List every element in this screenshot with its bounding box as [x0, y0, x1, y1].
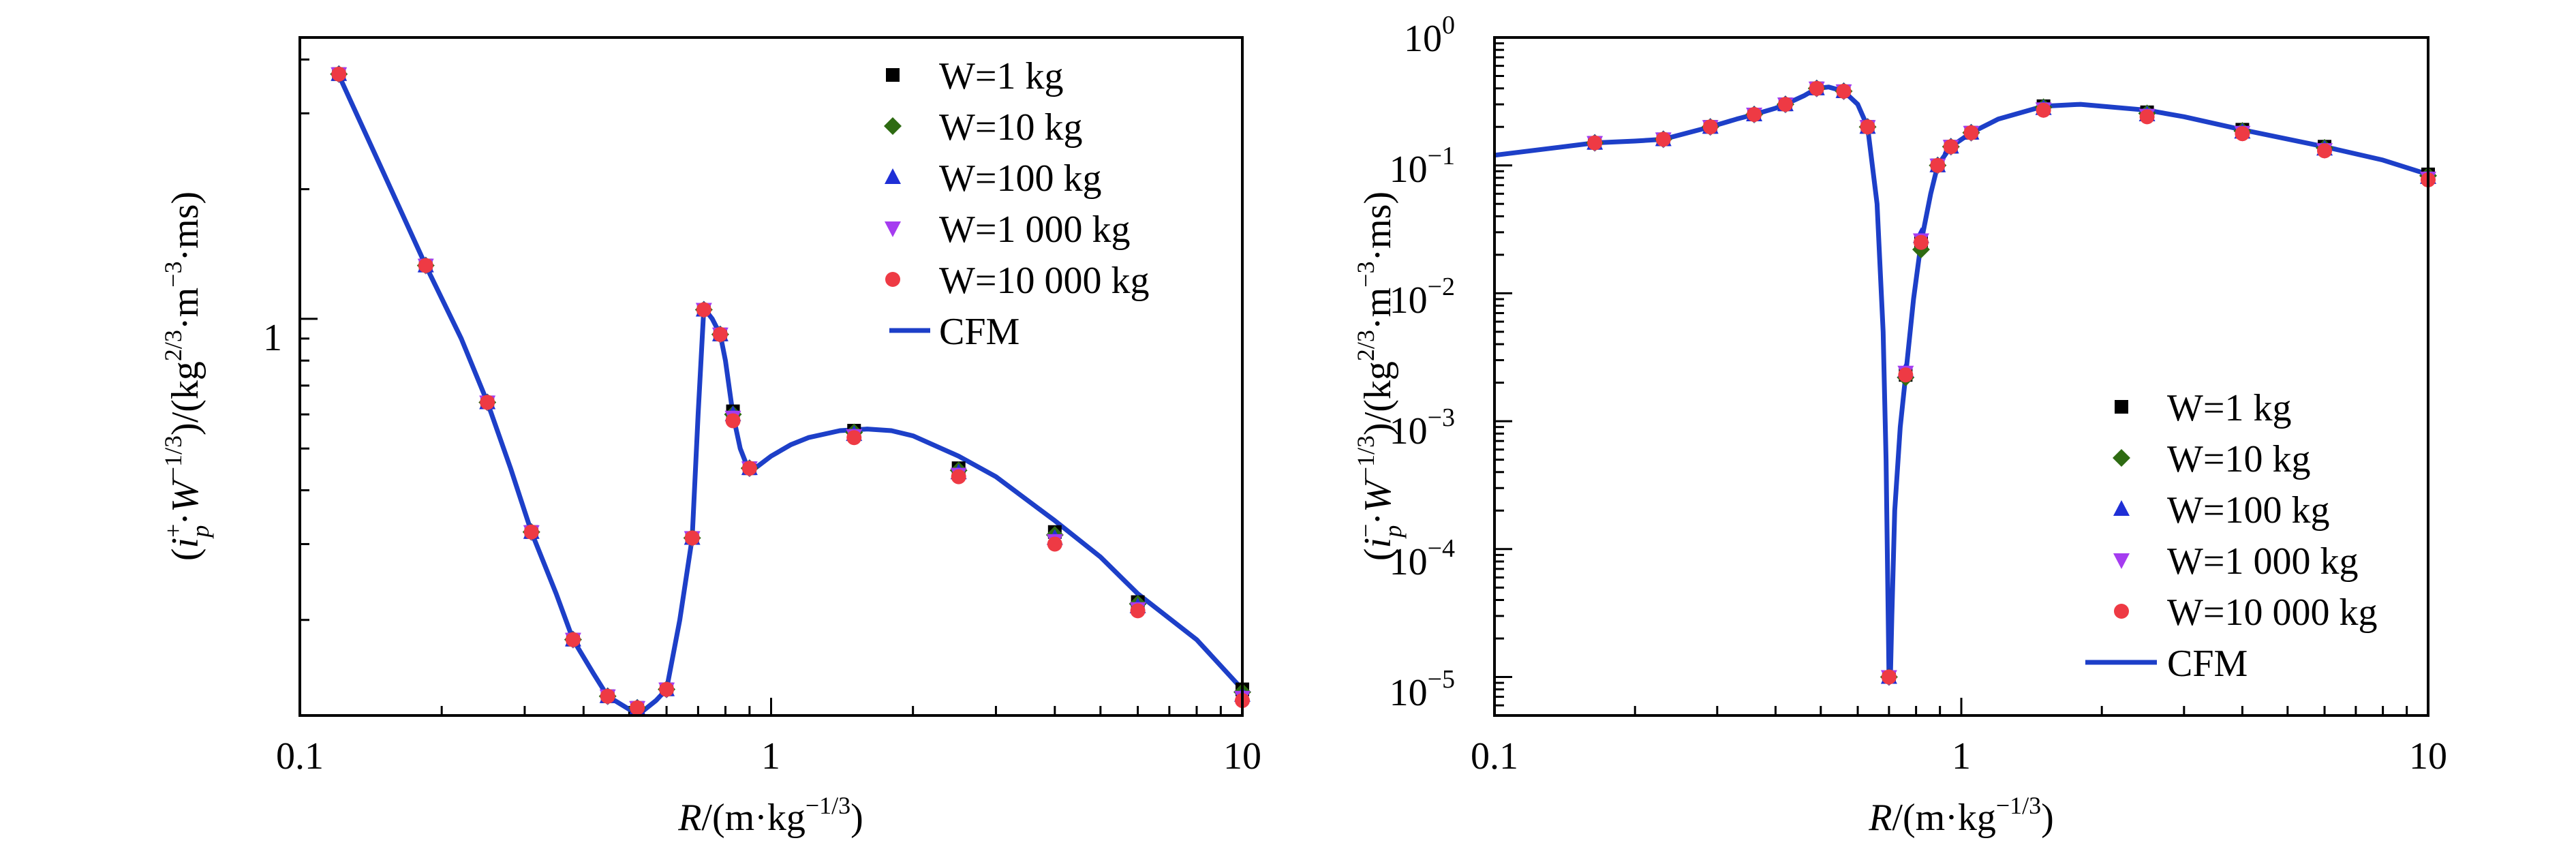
- right-point-w10000: [1930, 157, 1946, 173]
- right-ytick-label: 10−4: [1390, 534, 1455, 583]
- left-xtick-label: 10: [1223, 735, 1261, 777]
- left-chart: 0.1 1 10 1 R/(m·kg−1/3) (i+p·W−1/3)/(kg2…: [159, 36, 1261, 839]
- left-legend-label-w10: W=10 kg: [939, 106, 1082, 149]
- left-ytick-label: 1: [263, 317, 282, 359]
- left-legend-marker-w1: [886, 68, 900, 82]
- right-xtick-label: 1: [1952, 735, 1971, 777]
- left-point-w10000: [684, 530, 700, 546]
- right-legend-marker-w1000: [2113, 553, 2130, 569]
- right-point-w10000: [1836, 83, 1852, 99]
- right-legend-marker-w10000: [2114, 604, 2129, 619]
- right-point-w10000: [2139, 109, 2155, 125]
- right-legend-label-w100: W=100 kg: [2167, 489, 2329, 532]
- left-point-w10000: [480, 395, 495, 410]
- left-point-w10000: [1130, 603, 1146, 619]
- right-legend-label-w1: W=1 kg: [2167, 387, 2291, 429]
- right-ytick-label: 100: [1404, 11, 1455, 60]
- left-point-w10000: [659, 681, 675, 697]
- right-legend-marker-w100: [2113, 500, 2130, 516]
- right-cfm-line: [1494, 84, 2429, 679]
- left-legend-marker-w10: [884, 117, 902, 135]
- right-point-w10000: [2235, 126, 2250, 142]
- right-point-w10000: [1881, 669, 1897, 685]
- left-legend-label-cfm: CFM: [939, 311, 1019, 353]
- right-ytick-label: 10−3: [1390, 403, 1455, 452]
- right-legend-marker-w1: [2115, 400, 2128, 414]
- right-ytick-label: 10−1: [1390, 142, 1455, 191]
- right-point-w10000: [2036, 102, 2051, 118]
- left-point-w10000: [712, 326, 728, 342]
- left-legend-label-w1: W=1 kg: [939, 55, 1063, 97]
- right-point-w10000: [2317, 143, 2333, 159]
- right-legend: W=1 kg W=10 kg W=100 kg W=1 000 kg W=10 …: [2085, 387, 2377, 685]
- left-x-axis-label: R/(m·kg−1/3): [677, 792, 863, 839]
- left-xtick-label: 1: [761, 735, 780, 777]
- left-legend-marker-w100: [885, 168, 901, 184]
- right-legend-label-w1000: W=1 000 kg: [2167, 540, 2358, 583]
- left-plot-area: [298, 58, 1251, 717]
- left-plot-frame: [298, 36, 1244, 717]
- left-point-w10000: [600, 688, 615, 704]
- left-xtick-label: 0.1: [276, 735, 324, 777]
- right-xtick-label: 10: [2409, 735, 2447, 777]
- left-point-w10000: [951, 469, 966, 484]
- right-point-w10000: [1702, 119, 1718, 135]
- right-legend-marker-w10: [2113, 449, 2130, 467]
- left-point-w10000: [696, 302, 711, 318]
- right-point-w10000: [1777, 97, 1793, 112]
- right-point-w10000: [1943, 139, 1959, 155]
- left-point-w10000: [331, 66, 347, 82]
- right-y-axis-label: (i−p·W−1/3)/(kg2/3·m−3·ms): [1352, 191, 1407, 561]
- left-point-w10000: [846, 430, 862, 446]
- right-xtick-label: 0.1: [1471, 735, 1518, 777]
- left-point-w10000: [565, 632, 581, 647]
- left-point-w10000: [418, 258, 433, 273]
- left-legend-label-w100: W=100 kg: [939, 157, 1101, 200]
- right-point-w10000: [1655, 132, 1671, 147]
- left-legend-label-w10000: W=10 000 kg: [939, 260, 1149, 302]
- right-ytick-label: 10−5: [1390, 665, 1455, 714]
- left-legend-label-w1000: W=1 000 kg: [939, 209, 1130, 251]
- right-point-w10000: [1747, 107, 1762, 123]
- left-y-axis-label: (i+p·W−1/3)/(kg2/3·m−3·ms): [159, 191, 214, 561]
- right-chart: 0.1 1 10 100 10−1 10−2 10−3 10−4 10−5 R/…: [1352, 11, 2447, 839]
- right-legend-label-cfm: CFM: [2167, 643, 2248, 685]
- right-legend-label-w10000: W=10 000 kg: [2167, 591, 2377, 634]
- right-point-w10000: [1809, 80, 1824, 96]
- right-x-axis-label: R/(m·kg−1/3): [1868, 792, 2054, 839]
- right-plot-area: [1493, 36, 2437, 715]
- left-legend-marker-w1000: [885, 221, 901, 237]
- right-legend-label-w10: W=10 kg: [2167, 438, 2310, 480]
- right-ytick-label: 10−2: [1390, 273, 1455, 322]
- right-point-w10000: [1898, 367, 1914, 383]
- right-plot-frame: [1493, 36, 2429, 717]
- right-point-w10000: [1587, 135, 1603, 151]
- left-legend: W=1 kg W=10 kg W=100 kg W=1 000 kg W=10 …: [884, 55, 1149, 353]
- left-cfm-line: [335, 70, 1244, 715]
- right-point-w10000: [1963, 125, 1979, 140]
- right-point-w10000: [1860, 119, 1875, 135]
- left-point-w10000: [741, 461, 757, 476]
- left-point-w10000: [1047, 536, 1062, 552]
- left-point-w10000: [725, 413, 741, 429]
- left-point-w10000: [630, 700, 645, 715]
- left-point-w10000: [523, 524, 539, 540]
- right-point-w10000: [1913, 234, 1929, 250]
- left-legend-marker-w10000: [885, 272, 900, 287]
